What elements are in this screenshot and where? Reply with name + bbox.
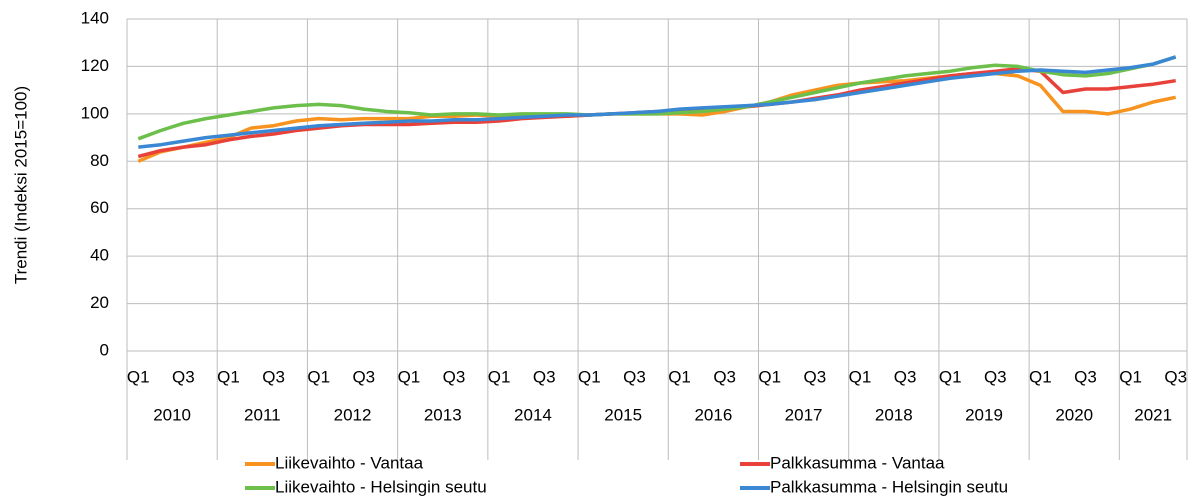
y-tick-label: 40	[90, 246, 109, 265]
x-tick-label: Q3	[804, 367, 827, 386]
x-tick-label: Q3	[984, 367, 1007, 386]
y-tick-label: 60	[90, 198, 109, 217]
group-label: 2011	[244, 405, 281, 424]
y-tick-label: 80	[90, 151, 109, 170]
group-label: 2010	[153, 405, 191, 424]
x-tick-label: Q3	[623, 367, 646, 386]
x-tick-label: Q3	[1074, 367, 1097, 386]
group-label: 2019	[965, 405, 1003, 424]
x-tick-label: Q1	[668, 367, 691, 386]
x-tick-label: Q3	[352, 367, 375, 386]
series-line	[138, 55, 1177, 149]
x-tick-label: Q3	[1164, 367, 1187, 386]
x-tick-label: Q3	[713, 367, 736, 386]
legend-label: Liikevaihto - Vantaa	[275, 453, 424, 472]
x-tick-label: Q1	[398, 367, 421, 386]
group-label: 2012	[334, 405, 372, 424]
group-label: 2021	[1134, 405, 1172, 424]
y-tick-label: 120	[81, 56, 109, 75]
y-tick-label: 0	[100, 340, 109, 359]
x-tick-label: Q1	[127, 367, 150, 386]
x-tick-label: Q3	[172, 367, 195, 386]
x-tick-label: Q3	[533, 367, 556, 386]
y-tick-label: 20	[90, 293, 109, 312]
x-tick-label: Q1	[939, 367, 962, 386]
x-tick-label: Q1	[1119, 367, 1142, 386]
legend-label: Palkkasumma - Vantaa	[770, 453, 945, 472]
legend-label: Palkkasumma - Helsingin seutu	[770, 477, 1008, 496]
series-line	[137, 55, 1177, 141]
x-tick-label: Q1	[217, 367, 240, 386]
x-tick-label: Q1	[578, 367, 601, 386]
group-label: 2013	[424, 405, 462, 424]
group-label: 2018	[875, 405, 913, 424]
x-tick-label: Q3	[262, 367, 285, 386]
group-label: 2016	[694, 405, 732, 424]
y-tick-label: 140	[81, 8, 109, 27]
x-tick-label: Q1	[488, 367, 511, 386]
x-tick-label: Q1	[849, 367, 872, 386]
x-tick-label: Q3	[894, 367, 917, 386]
legend-label: Liikevaihto - Helsingin seutu	[275, 477, 487, 496]
y-axis-label: Trendi (Indeksi 2015=100)	[11, 86, 30, 284]
x-tick-label: Q1	[758, 367, 781, 386]
x-tick-label: Q1	[1029, 367, 1052, 386]
x-tick-label: Q3	[443, 367, 466, 386]
group-label: 2014	[514, 405, 552, 424]
group-label: 2015	[604, 405, 642, 424]
x-tick-label: Q1	[307, 367, 330, 386]
group-label: 2020	[1055, 405, 1093, 424]
group-label: 2017	[785, 405, 823, 424]
series-line	[137, 71, 1177, 163]
y-tick-label: 100	[81, 103, 109, 122]
